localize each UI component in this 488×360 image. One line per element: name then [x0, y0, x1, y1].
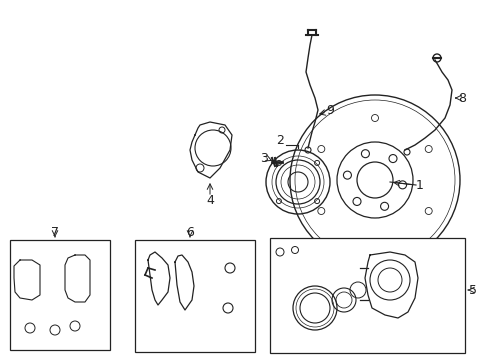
Text: 5: 5 [468, 284, 476, 297]
Bar [10, 240, 110, 350]
Bar [269, 238, 464, 353]
Text: 7: 7 [51, 225, 59, 239]
Text: 3: 3 [260, 152, 267, 165]
Text: 1: 1 [415, 179, 423, 192]
Text: 4: 4 [205, 194, 214, 207]
Bar [135, 240, 254, 352]
Text: 9: 9 [325, 104, 333, 117]
Text: 6: 6 [185, 225, 194, 239]
Text: 2: 2 [276, 134, 284, 147]
Text: 8: 8 [457, 91, 465, 104]
